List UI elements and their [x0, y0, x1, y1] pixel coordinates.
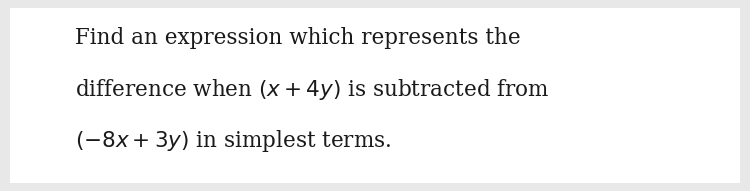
Text: Find an expression which represents the: Find an expression which represents the [75, 27, 520, 49]
Text: difference when $(x + 4y)$ is subtracted from: difference when $(x + 4y)$ is subtracted… [75, 77, 550, 102]
Text: $(-8x + 3y)$ in simplest terms.: $(-8x + 3y)$ in simplest terms. [75, 128, 392, 154]
FancyBboxPatch shape [10, 8, 740, 183]
